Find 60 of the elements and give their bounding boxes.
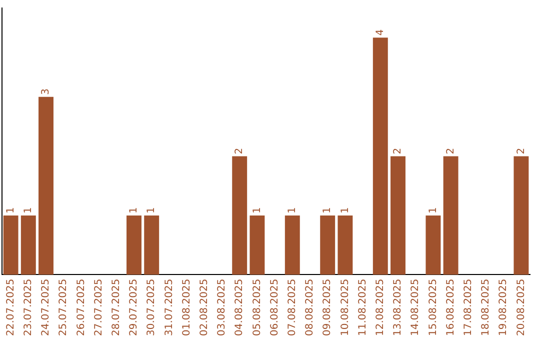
- x-tick-label: 24.07.2025: [40, 278, 52, 336]
- x-tick-label: 10.08.2025: [340, 278, 351, 336]
- x-tick-label: 16.08.2025: [445, 278, 456, 336]
- bar: [284, 215, 300, 275]
- data-label: 2: [234, 148, 246, 154]
- x-tick-label: 13.08.2025: [392, 278, 404, 336]
- x-tick-label: 09.08.2025: [322, 278, 334, 336]
- x-tick-label: 28.07.2025: [110, 278, 122, 336]
- bar: [250, 215, 265, 275]
- x-tick-label: 05.08.2025: [252, 278, 263, 336]
- x-tick-label: 25.07.2025: [58, 278, 70, 336]
- x-tick-label: 07.08.2025: [286, 278, 298, 336]
- bar: [390, 156, 406, 275]
- x-tick-label: 29.07.2025: [128, 278, 140, 336]
- data-label: 1: [252, 207, 263, 214]
- x-tick-label: 02.08.2025: [198, 278, 210, 336]
- bar: [3, 215, 18, 275]
- data-label: 1: [128, 207, 140, 214]
- x-tick-label: 17.08.2025: [462, 278, 474, 336]
- data-label: 4: [374, 29, 386, 36]
- bar: [320, 215, 336, 275]
- data-label: 3: [40, 88, 52, 95]
- x-tick-label: 23.07.2025: [22, 278, 34, 336]
- x-tick-label: 20.08.2025: [516, 278, 527, 336]
- bar: [20, 215, 36, 275]
- x-tick-label: 11.08.2025: [357, 278, 368, 336]
- x-tick-label: 04.08.2025: [234, 278, 246, 336]
- data-label: 2: [516, 148, 527, 154]
- x-tick-label: 12.08.2025: [374, 278, 386, 336]
- x-tick-label: 01.08.2025: [181, 278, 192, 336]
- x-tick-label: 26.07.2025: [76, 278, 87, 336]
- x-tick-label: 03.08.2025: [216, 278, 228, 336]
- x-tick-label: 08.08.2025: [304, 278, 316, 336]
- data-label: 1: [22, 207, 34, 214]
- data-label: 1: [286, 207, 298, 214]
- x-tick-label: 30.07.2025: [146, 278, 158, 336]
- x-tick-label: 06.08.2025: [269, 278, 280, 336]
- data-label: 1: [340, 207, 351, 214]
- bar: [338, 215, 353, 275]
- data-label: 1: [322, 207, 334, 214]
- bar: [443, 156, 458, 275]
- x-tick-label: 15.08.2025: [428, 278, 439, 336]
- x-tick-label: 31.07.2025: [164, 278, 175, 336]
- x-tick-label: 18.08.2025: [480, 278, 492, 336]
- bar: [144, 215, 160, 275]
- data-label: 1: [146, 207, 158, 214]
- data-label: 2: [392, 148, 404, 154]
- data-label: 1: [428, 207, 439, 214]
- x-tick-label: 27.07.2025: [93, 278, 104, 336]
- bar: [232, 156, 248, 275]
- bar: [514, 156, 529, 275]
- bar: [38, 96, 54, 275]
- bar: [372, 38, 388, 275]
- data-label: 1: [5, 207, 16, 214]
- data-label: 2: [445, 148, 456, 154]
- x-tick-label: 22.07.2025: [5, 278, 16, 336]
- bar: [126, 215, 142, 275]
- x-tick-label: 19.08.2025: [498, 278, 510, 336]
- x-tick-label: 14.08.2025: [410, 278, 422, 336]
- bar: [426, 215, 441, 275]
